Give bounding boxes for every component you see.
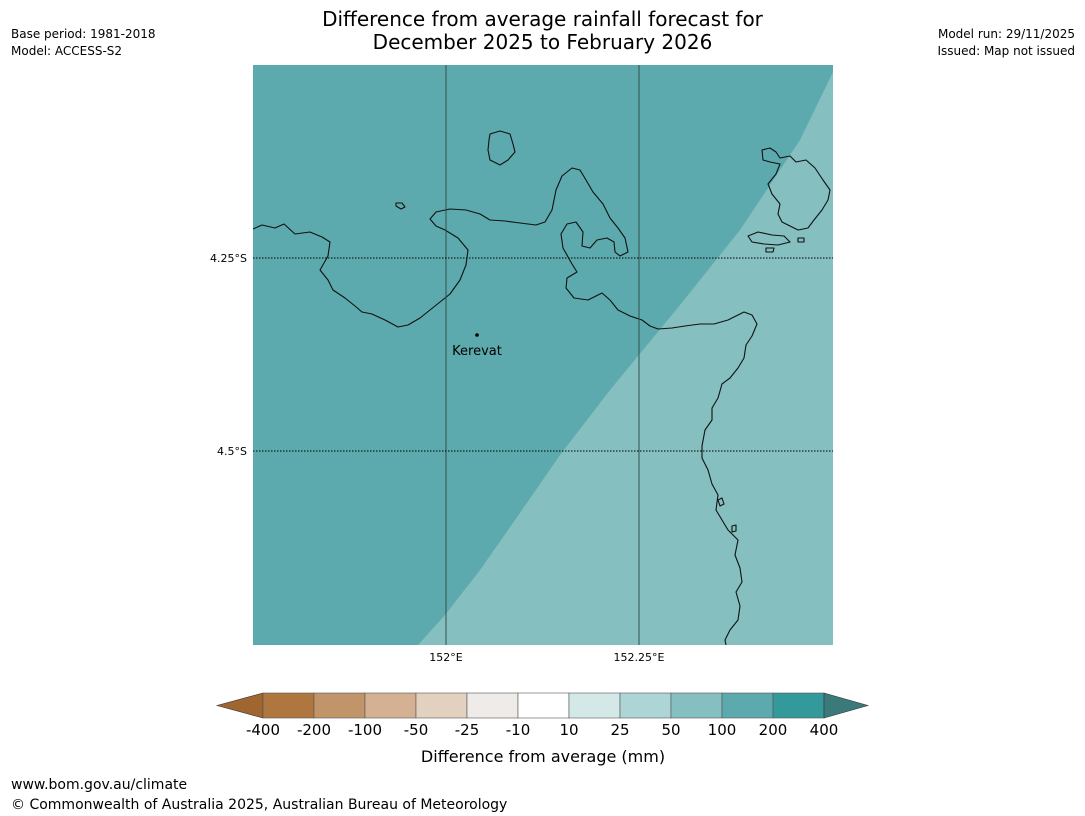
issued-text: Issued: Map not issued [937, 44, 1075, 58]
kerevat-marker [475, 333, 479, 337]
colorbar-box [568, 692, 621, 719]
lon-label-152-25e: 152.25°E [614, 651, 665, 664]
colorbar-tick-label: -100 [348, 721, 382, 739]
model-run-text: Model run: 29/11/2025 [937, 27, 1075, 41]
colorbar-tick-label: -200 [297, 721, 331, 739]
footer-copyright: © Commonwealth of Australia 2025, Austra… [11, 797, 508, 813]
coastline-islet-f [731, 524, 737, 533]
coastline-islet-e [717, 497, 725, 507]
title-line-2: December 2025 to February 2026 [372, 30, 713, 54]
colorbar-box [517, 692, 570, 719]
colorbar-tick-label: 200 [759, 721, 788, 739]
lat-label-4-25s: 4.25°S [210, 252, 247, 265]
coastline-duke-of-york-islands [761, 147, 831, 231]
colorbar-box [262, 692, 315, 719]
footer-url[interactable]: www.bom.gov.au/climate [11, 777, 188, 793]
legend-title: Difference from average (mm) [421, 747, 665, 766]
colorbar-tick-label: 100 [708, 721, 737, 739]
forecast-region-east [418, 72, 833, 645]
base-period-text: Base period: 1981-2018 [11, 27, 156, 41]
lon-label-152e: 152°E [429, 651, 462, 664]
colorbar-box [415, 692, 468, 719]
colorbar-tick-label: -50 [404, 721, 429, 739]
coastline-gazelle-peninsula [253, 167, 758, 645]
coastline-watom-island [487, 130, 516, 166]
colorbar-box [619, 692, 672, 719]
colorbar-box [466, 692, 519, 719]
colorbar-legend: -400 -200 -100 -50 -25 -10 10 25 50 100 200 400 [215, 692, 870, 739]
coastline-islet-d [797, 237, 805, 243]
graticule [253, 65, 833, 645]
colorbar-box [364, 692, 417, 719]
colorbar-box [670, 692, 723, 719]
colorbar-box [721, 692, 774, 719]
coastline-islet-a [395, 202, 406, 210]
header-right: Model run: 29/11/2025 Issued: Map not is… [937, 26, 1075, 60]
title-line-1: Difference from average rainfall forecas… [322, 7, 763, 31]
map-title: Difference from average rainfall forecas… [0, 8, 1085, 54]
colorbar-tick-label: -10 [506, 721, 531, 739]
colorbar-tick-label: 25 [610, 721, 629, 739]
colorbar-extend-low [215, 692, 264, 719]
colorbar-tick-label: 400 [810, 721, 839, 739]
colorbar-tick-label: -400 [246, 721, 280, 739]
colorbar-box [313, 692, 366, 719]
map-panel: Kerevat [253, 65, 833, 645]
header-left: Base period: 1981-2018 Model: ACCESS-S2 [11, 26, 156, 60]
model-text: Model: ACCESS-S2 [11, 44, 123, 58]
colorbar-box [772, 692, 825, 719]
kerevat-label: Kerevat [452, 344, 502, 359]
colorbar-tick-label: 50 [661, 721, 680, 739]
colorbar-tick-label: -25 [455, 721, 480, 739]
colorbar-extend-high [823, 692, 870, 719]
colorbar-tick-label: 10 [559, 721, 578, 739]
coastline-islet-c [765, 247, 775, 253]
coastline [253, 130, 831, 645]
coastline-islet-b [747, 231, 791, 246]
lat-label-4-5s: 4.5°S [217, 445, 247, 458]
footer: www.bom.gov.au/climate © Commonwealth of… [11, 775, 507, 815]
